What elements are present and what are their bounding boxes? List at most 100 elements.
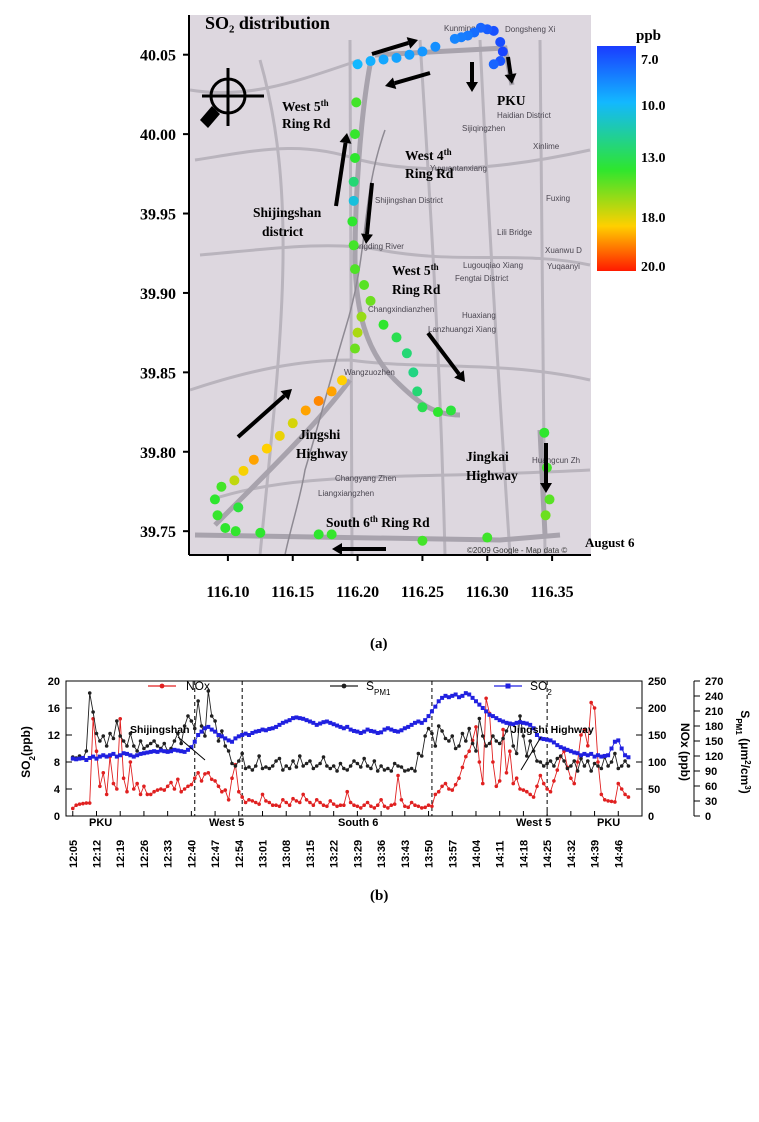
data-point [192,739,197,744]
so2-point [391,52,402,63]
data-point [101,734,106,738]
data-point [596,760,600,764]
data-point [348,764,353,768]
map-label: Wangzuozhen [344,368,395,377]
data-point [623,759,627,763]
data-point [501,736,505,741]
so2-point [313,395,324,406]
data-point [209,777,214,782]
map-main-road [352,64,461,418]
arrow-icon [334,133,352,207]
arrow-icon [361,182,374,244]
so2-point [351,97,362,108]
data-point [230,776,234,780]
annotation-west5-mid-line2: Ring Rd [392,282,441,297]
data-point [169,749,174,754]
map-y-tick-label: 40.00 [140,127,176,144]
map-label: Dongsheng Xi [505,25,555,34]
data-point [297,716,302,721]
data-point [399,798,404,802]
so2-point [539,427,550,438]
data-point [162,741,167,746]
time-tick-label: 14:18 [518,840,530,868]
data-point [237,759,241,763]
map-label: Lili Bridge [497,228,533,237]
data-point [382,727,387,732]
map-x-tick-label: 116.15 [271,584,314,601]
data-point [142,784,146,789]
data-point [311,720,316,725]
spm1-tick-label: 30 [705,796,717,808]
data-point [338,803,343,807]
data-point [277,756,282,761]
data-point [159,787,163,791]
data-point [521,720,526,725]
data-point [396,729,401,734]
data-point [328,720,333,725]
data-point [304,718,309,723]
map-label: Haidian District [497,111,552,120]
data-point [501,719,506,724]
data-point [152,739,156,743]
data-point [579,753,584,758]
data-point [155,788,160,792]
map-label: Changxindianzhen [368,305,434,314]
map-main-road [213,378,352,527]
data-point [70,806,75,811]
so2-point [220,523,231,533]
so2-point [544,494,555,505]
data-point [70,756,75,761]
data-point [507,721,512,726]
data-point [514,776,519,780]
data-point [284,719,289,724]
data-point [335,723,340,728]
colorbar-tick: 13.0 [641,151,666,166]
data-point [592,754,597,759]
data-point [230,761,234,766]
map-label: Lanzhuangzi Xiang [428,325,496,334]
map-x-tick-label: 116.35 [531,584,574,601]
data-point [365,764,370,768]
data-point [77,802,82,806]
data-point [521,788,526,792]
segment-label-west5-2: West 5 [516,817,551,829]
data-point [440,784,444,789]
data-point [531,726,536,731]
data-point [338,724,343,729]
data-point [365,800,370,805]
map-road [348,39,354,556]
data-point [176,777,180,782]
data-point [287,718,292,723]
map-label: Huangcun Zh [532,456,580,465]
data-point [538,760,543,764]
data-point [413,769,417,773]
panel-a-map: Kunming Dongsheng Xi Haidian District Sijiq… [140,13,666,652]
callout-shijingshan-line [177,736,206,761]
so2-point [445,405,456,416]
map-x-tick-label: 116.30 [466,584,509,601]
data-point [138,792,143,797]
data-point [155,744,160,748]
time-tick-label: 14:39 [590,840,602,868]
data-point [535,759,539,763]
data-point [433,792,438,797]
data-point [484,744,488,748]
left-axis-title: SO2(ppb) [19,726,37,778]
data-point [460,765,465,770]
data-point [321,755,326,759]
data-point [206,771,211,775]
annotation-jingshi-line1: Jingshi [299,427,341,442]
data-point [270,726,275,731]
data-point [606,753,611,758]
data-point [219,734,224,739]
data-point [416,804,421,809]
data-point [274,759,278,763]
data-point [250,730,255,735]
so2-point [238,465,249,476]
data-point [152,789,156,794]
so2-point [352,327,363,338]
spm1-axis-ticks: 0 30 60 90 120 150 180 210 240 270 [694,676,723,823]
colorbar-tick: 10.0 [641,99,666,114]
data-point [216,733,221,737]
